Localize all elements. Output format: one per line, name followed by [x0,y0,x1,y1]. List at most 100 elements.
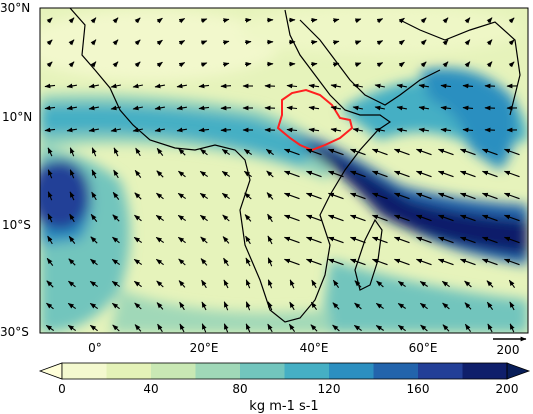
wind-vector-arrow [91,169,97,179]
wind-vector-arrow [111,302,120,310]
wind-vector-arrow [177,236,186,244]
wind-vector-arrow [220,127,232,133]
wind-vector-arrow [134,302,142,310]
lat-tick-label: 10°N [2,110,32,124]
colorbar-tick-label: 120 [318,382,341,396]
wind-vector-arrow [46,61,53,68]
wind-vector-arrow [91,147,97,157]
wind-vector-arrow [459,214,476,222]
wind-vector-arrow [486,280,494,288]
wind-vector-arrow [440,105,452,111]
wind-vector-arrow [305,170,322,178]
wind-vector-arrow [393,170,410,178]
colorbar-units-label: kg m-1 s-1 [249,399,318,414]
wind-vector-arrow [245,235,251,245]
wind-vector-arrow [308,83,320,89]
wind-vector-arrow [464,323,472,333]
wind-vector-arrow [91,191,97,201]
wind-vector-arrow [442,302,450,310]
wind-vector-arrow [112,214,120,222]
wind-vector-arrow [376,18,384,24]
wind-vector-arrow [222,40,230,45]
wind-vector-arrow [289,301,295,311]
wind-vector-arrow [352,127,364,133]
wind-vector-arrow [376,62,384,68]
wind-vector-arrow [134,61,141,68]
wind-vector-arrow [349,192,366,200]
wind-vector-arrow [156,147,164,156]
wind-vector-arrow [442,61,449,68]
wind-vector-arrow [509,323,515,333]
wind-vector-arrow [327,214,344,222]
wind-vector-arrow [66,105,77,111]
wind-vector-arrow [371,214,388,222]
wind-vector-field [44,17,520,333]
wind-vector-arrow [305,214,322,222]
lat-tick-label: 30°N [0,1,30,15]
wind-vector-arrow [508,279,516,289]
wind-vector-arrow [68,39,75,46]
wind-vector-arrow [201,323,207,333]
wind-vector-arrow [486,301,494,311]
wind-vector-arrow [89,324,98,332]
wind-vector-arrow [156,170,164,178]
wind-vector-arrow [133,280,142,288]
wind-vector-arrow [244,61,252,67]
wind-vector-arrow [327,258,344,266]
colorbar-swatch [195,363,241,379]
wind-vector-arrow [327,170,344,178]
colorbar-tick-label: 80 [232,382,247,396]
wind-vector-arrow [200,236,208,244]
wind-vector-arrow [310,324,318,332]
colorbar-swatch [462,363,508,379]
wind-vector-arrow [155,258,164,266]
wind-vector-arrow [90,61,97,68]
wind-vector-arrow [90,258,98,266]
colorbar-swatch [329,363,374,379]
wind-vector-arrow [69,213,75,223]
wind-vector-arrow [155,214,165,222]
wind-vector-arrow [305,148,322,156]
wind-vector-arrow [157,323,163,333]
wind-vector-arrow [462,127,474,133]
map-frame [39,7,529,334]
wind-vector-arrow [283,214,300,222]
wind-vector-arrow [354,302,362,310]
colorbar-swatch [106,363,152,379]
wind-vector-arrow [199,214,208,222]
wind-vector-arrow [135,147,141,157]
wind-vector-arrow [418,127,429,133]
wind-vector-arrow [68,235,76,244]
colorbar-tick-label: 160 [407,382,430,396]
wind-vector-arrow [354,62,362,68]
wind-vector-arrow [371,192,388,200]
wind-vector-arrow [459,192,476,200]
wind-vector-arrow [267,323,273,333]
wind-vector-arrow [200,148,208,156]
wind-vector-arrow [177,192,187,200]
wind-vector-arrow [47,213,53,223]
wind-vector-arrow [156,280,164,288]
wind-vector-arrow [176,127,187,133]
wind-vector-arrow [220,105,232,111]
wind-vector-arrow [46,17,53,24]
wind-vector-arrow [310,17,318,23]
wind-vector-arrow [68,61,75,68]
wind-vector-arrow [353,324,362,332]
wind-vector-arrow [327,236,344,244]
wind-vector-arrow [464,61,471,68]
wind-vector-arrow [464,17,471,24]
wind-vector-arrow [393,258,410,266]
wind-vector-arrow [88,127,99,133]
wind-vector-arrow [508,39,515,46]
wind-vector-arrow [245,323,251,333]
wind-vector-arrow [397,324,406,332]
wind-vector-arrow [332,40,340,45]
wind-vector-arrow [156,39,163,46]
wind-vector-arrow [222,18,230,23]
wind-vector-arrow [88,83,99,89]
wind-vector-arrow [132,127,144,133]
wind-vector-arrow [245,301,251,311]
wind-vector-arrow [415,148,432,156]
wind-vector-arrow [393,192,410,200]
